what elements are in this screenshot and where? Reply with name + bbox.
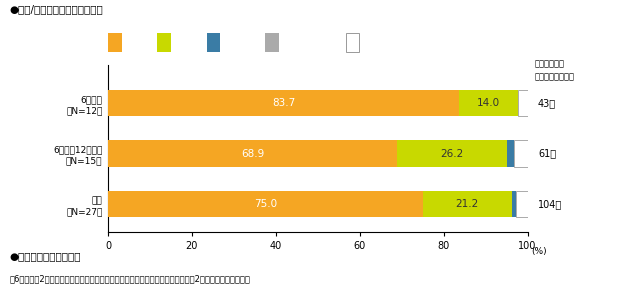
Text: 83.7: 83.7 [272, 98, 295, 108]
Text: 68.9: 68.9 [241, 148, 264, 159]
Text: 6歳未満に2件認められ、治験責任医師による止血効果の総合的な臨床評価は、2件とも有効であった。: 6歳未満に2件認められ、治験責任医師による止血効果の総合的な臨床評価は、2件とも… [9, 275, 250, 284]
Text: 21.2: 21.2 [455, 199, 479, 209]
Bar [108, 90, 459, 116]
Text: 61件: 61件 [538, 148, 556, 159]
Text: ●重大な出血エピソード: ●重大な出血エピソード [9, 251, 81, 261]
Bar [507, 140, 514, 167]
Text: 43件: 43件 [538, 98, 556, 108]
Text: ●軽度/中等度の出血エピソード: ●軽度/中等度の出血エピソード [9, 4, 103, 15]
Text: 104件: 104件 [538, 199, 562, 209]
Text: 治療を覆した
出血エピソード数: 治療を覆した 出血エピソード数 [535, 59, 575, 81]
Bar [511, 191, 516, 217]
Bar [108, 191, 423, 217]
Bar [108, 140, 397, 167]
Bar [397, 140, 507, 167]
Bar [514, 140, 528, 167]
Bar [516, 191, 528, 217]
Bar [459, 90, 518, 116]
Bar [518, 90, 528, 116]
Text: 14.0: 14.0 [477, 98, 500, 108]
Text: 75.0: 75.0 [254, 199, 277, 209]
Bar [423, 191, 511, 217]
Text: (%): (%) [532, 247, 547, 256]
Text: 26.2: 26.2 [441, 148, 463, 159]
